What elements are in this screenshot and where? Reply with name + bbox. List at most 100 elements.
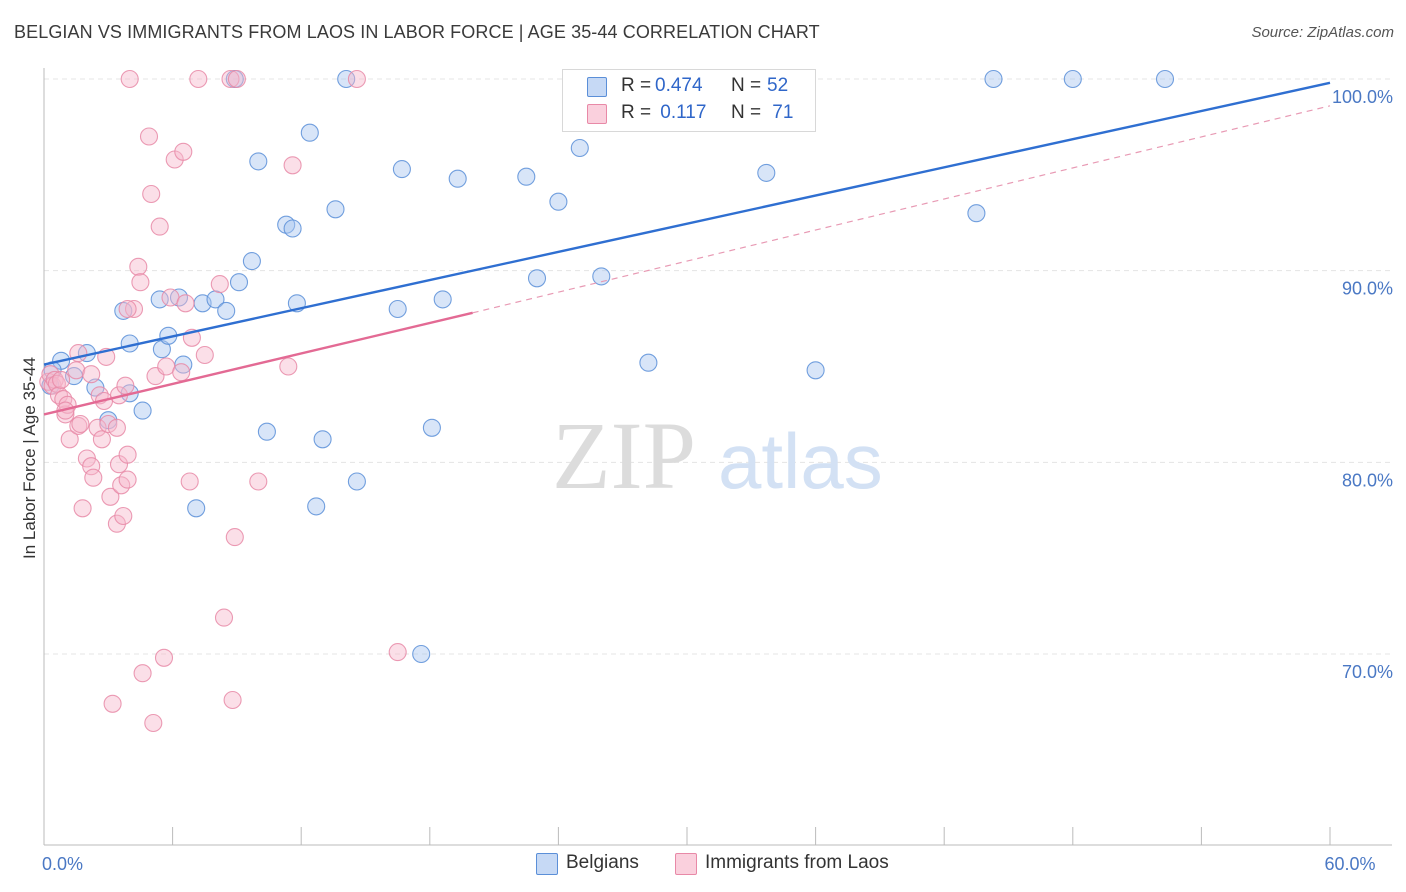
laos-point — [67, 361, 86, 380]
belgians-point — [639, 353, 658, 372]
belgians-point — [1063, 69, 1082, 89]
legend-r-value: 0.474 — [655, 75, 703, 96]
legend-r-label: R = — [621, 102, 652, 123]
laos-point — [210, 275, 229, 294]
belgians-point — [448, 169, 467, 188]
legend-n-value: 71 — [767, 102, 794, 123]
belgians-point — [1155, 69, 1175, 89]
laos-point — [118, 299, 137, 319]
watermark-zip: ZIP — [552, 402, 696, 509]
laos-point — [161, 288, 180, 307]
legend-n-label: N = — [731, 102, 762, 123]
laos-point — [139, 127, 159, 146]
laos-point — [172, 363, 191, 382]
belgians-point — [433, 290, 452, 309]
belgians-point — [313, 430, 332, 449]
correlation-legend: R = 0.474 N = 52 R = 0.117 N = 71 — [562, 69, 816, 132]
watermark: ZIP atlas — [552, 402, 883, 509]
belgians-point — [422, 418, 441, 437]
laos-point — [131, 273, 150, 292]
laos-point — [283, 156, 302, 175]
belgians-swatch — [587, 77, 607, 97]
laos-point — [180, 472, 199, 491]
belgians-point — [283, 219, 302, 238]
belgians-point — [307, 497, 326, 516]
belgians-point — [984, 69, 1003, 89]
laos-point — [214, 608, 234, 627]
laos-point — [101, 487, 120, 506]
belgians-point — [527, 269, 547, 288]
belgians-point — [806, 361, 825, 380]
laos-point — [82, 457, 101, 476]
legend-r-label: R = — [621, 75, 652, 96]
laos-legend-label: Immigrants from Laos — [705, 852, 889, 873]
y-axis-label: In Labor Force | Age 35-44 — [20, 357, 39, 559]
laos-point — [176, 294, 195, 313]
chart-title: BELGIAN VS IMMIGRANTS FROM LAOS IN LABOR… — [14, 22, 820, 42]
laos-point — [227, 69, 246, 89]
belgians-point — [757, 163, 776, 182]
laos-point — [347, 69, 366, 89]
chart-source: Source: ZipAtlas.com — [1251, 24, 1394, 41]
laos-point — [124, 299, 144, 319]
laos-point — [114, 506, 133, 526]
belgians-point — [257, 422, 276, 441]
laos-swatch — [587, 104, 607, 124]
laos-point — [174, 142, 193, 161]
laos-point — [129, 257, 148, 276]
belgians-point — [549, 192, 568, 211]
belgians-point — [347, 472, 366, 491]
belgians-point — [517, 167, 536, 186]
laos-point — [279, 357, 298, 376]
belgians-point — [242, 252, 261, 271]
laos-point — [82, 365, 101, 384]
x-tick-label: 0.0% — [42, 854, 83, 874]
belgians-point — [392, 160, 411, 179]
belgians-point — [967, 204, 986, 223]
laos-point — [71, 414, 90, 434]
belgians-point — [337, 69, 356, 89]
laos-point — [157, 357, 176, 376]
belgians-point — [570, 138, 589, 158]
laos-trend-line — [43, 311, 473, 416]
y-tick-label: 70.0% — [1342, 662, 1393, 682]
laos-point — [116, 376, 135, 395]
laos-legend-swatch — [675, 853, 697, 875]
belgians-legend-label: Belgians — [566, 852, 639, 873]
laos-point — [195, 345, 214, 365]
trend-lines — [43, 81, 1331, 416]
belgians-point — [388, 299, 407, 319]
belgians-legend-swatch — [536, 853, 558, 875]
data-points — [39, 69, 1175, 733]
laos-point — [223, 690, 242, 710]
belgians-point — [249, 152, 268, 171]
laos-point — [150, 217, 169, 236]
laos-point — [154, 648, 174, 667]
laos-point — [118, 470, 137, 489]
laos-point — [249, 472, 268, 491]
belgians-point — [412, 644, 431, 664]
laos-point — [221, 69, 240, 89]
laos-point — [142, 184, 161, 204]
y-tick-label: 90.0% — [1342, 279, 1393, 299]
y-tick-label: 80.0% — [1342, 470, 1393, 490]
y-tick-label: 100.0% — [1332, 87, 1393, 107]
laos-point — [189, 69, 208, 89]
x-tick-label: 60.0% — [1324, 854, 1375, 874]
laos-point — [120, 69, 139, 89]
belgians-point — [217, 301, 236, 320]
legend-r-value: 0.117 — [655, 102, 707, 123]
laos-point — [88, 418, 107, 437]
laos-point — [225, 528, 244, 547]
belgians-trend-line — [43, 81, 1331, 366]
laos-point — [60, 430, 79, 449]
laos-point — [52, 370, 71, 389]
laos-point — [73, 499, 92, 518]
laos-point — [103, 694, 122, 713]
laos-point — [99, 414, 118, 434]
laos-point — [118, 445, 137, 464]
legend-n-label: N = — [731, 75, 762, 96]
laos-point — [144, 713, 163, 733]
belgians-point — [133, 401, 152, 420]
